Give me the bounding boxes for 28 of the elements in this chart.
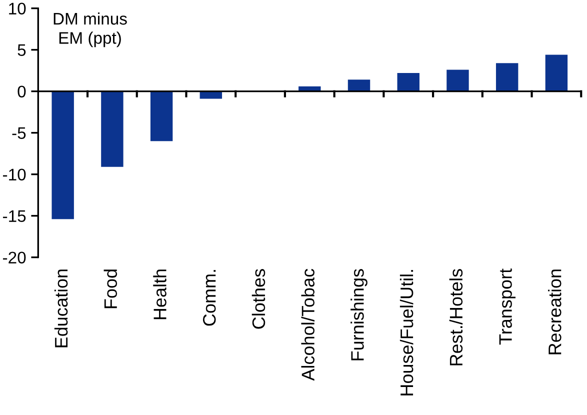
y-tick-label: 10 [9,2,26,15]
bar [397,73,420,92]
y-tick-label: -5 [12,127,26,140]
x-tick-label: Food [104,270,118,308]
x-tick-label: Clothes [252,269,266,329]
x-tick-label: Comm. [202,270,216,326]
y-tick-label: 0 [18,86,26,98]
bar [446,70,469,92]
y-tick-label: -15 [3,210,26,222]
x-tick-label: Alcohol/Tobac [301,268,314,381]
bar [52,91,74,220]
x-tick-label: Rest./Hotels [449,269,463,366]
y-axis-title: DM minus EM (ppt) [54,12,127,48]
y-tick-label: 5 [18,44,26,56]
bar [545,54,568,92]
x-tick-label: Health [153,270,166,320]
bar [101,91,124,167]
bar [348,80,370,92]
y-tick-label: -20 [3,252,26,264]
x-tick-label: Transport [499,268,516,345]
x-tick-label: Education [54,270,68,348]
x-tick-label: Furnishings [350,269,368,360]
x-tick-label: House/Fuel/Util. [400,270,414,396]
bar [496,63,518,92]
x-tick-label: Recreation [548,270,562,354]
bar [200,91,222,99]
y-tick-label: -10 [3,168,26,181]
bar [150,91,173,142]
